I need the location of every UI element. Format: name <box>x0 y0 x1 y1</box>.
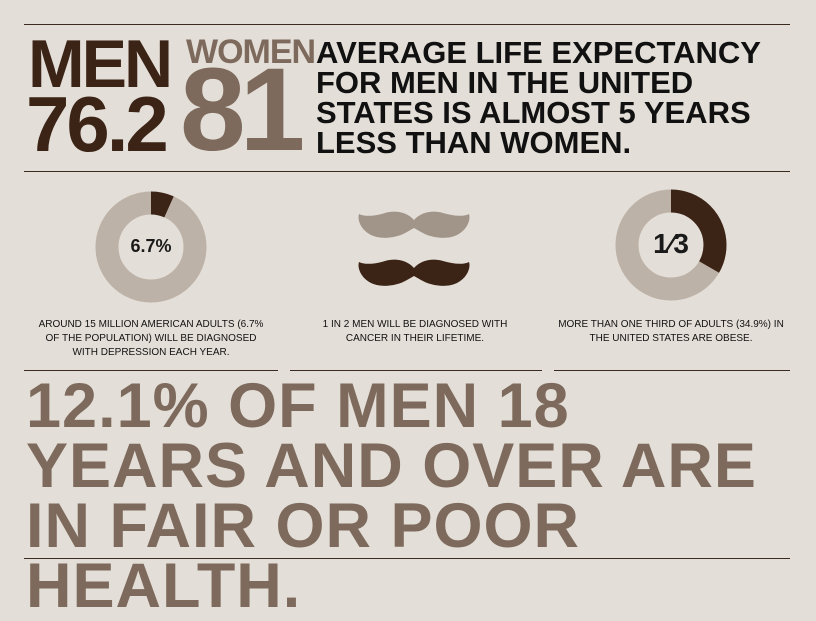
divider-middle <box>24 171 790 172</box>
depression-donut-chart <box>95 191 207 303</box>
divider-stat-2 <box>290 370 542 371</box>
divider-bottom <box>24 558 790 559</box>
women-label: WOMEN <box>186 33 316 71</box>
men-life-expectancy-value: 76.2 <box>26 80 169 168</box>
men-label: MEN <box>28 26 173 102</box>
divider-stat-1 <box>24 370 278 371</box>
obesity-donut-chart <box>615 189 727 301</box>
health-statement: 12.1% OF MEN 18 YEARS AND OVER ARE IN FA… <box>26 371 757 621</box>
depression-stat-text: AROUND 15 MILLION AMERICAN ADULTS (6.7% … <box>38 319 264 358</box>
mustache-icon-dark <box>358 259 470 286</box>
divider-stat-3 <box>554 370 790 371</box>
donut-fill-segment <box>95 191 207 303</box>
life-expectancy-headline: AVERAGE LIFE EXPECTANCY FOR MEN IN THE U… <box>316 35 761 160</box>
divider-top <box>24 24 790 25</box>
cancer-stat-text: 1 IN 2 MEN WILL BE DIAGNOSED WITH CANCER… <box>322 319 508 344</box>
mustache-icon-light <box>358 211 470 238</box>
obesity-stat-text: MORE THAN ONE THIRD OF ADULTS (34.9%) IN… <box>558 319 784 344</box>
women-life-expectancy-value: 81 <box>180 44 305 176</box>
donut-fill-segment <box>615 189 727 301</box>
obesity-fraction-label: 1⁄3 <box>653 228 689 259</box>
depression-percent-label: 6.7% <box>130 236 172 256</box>
